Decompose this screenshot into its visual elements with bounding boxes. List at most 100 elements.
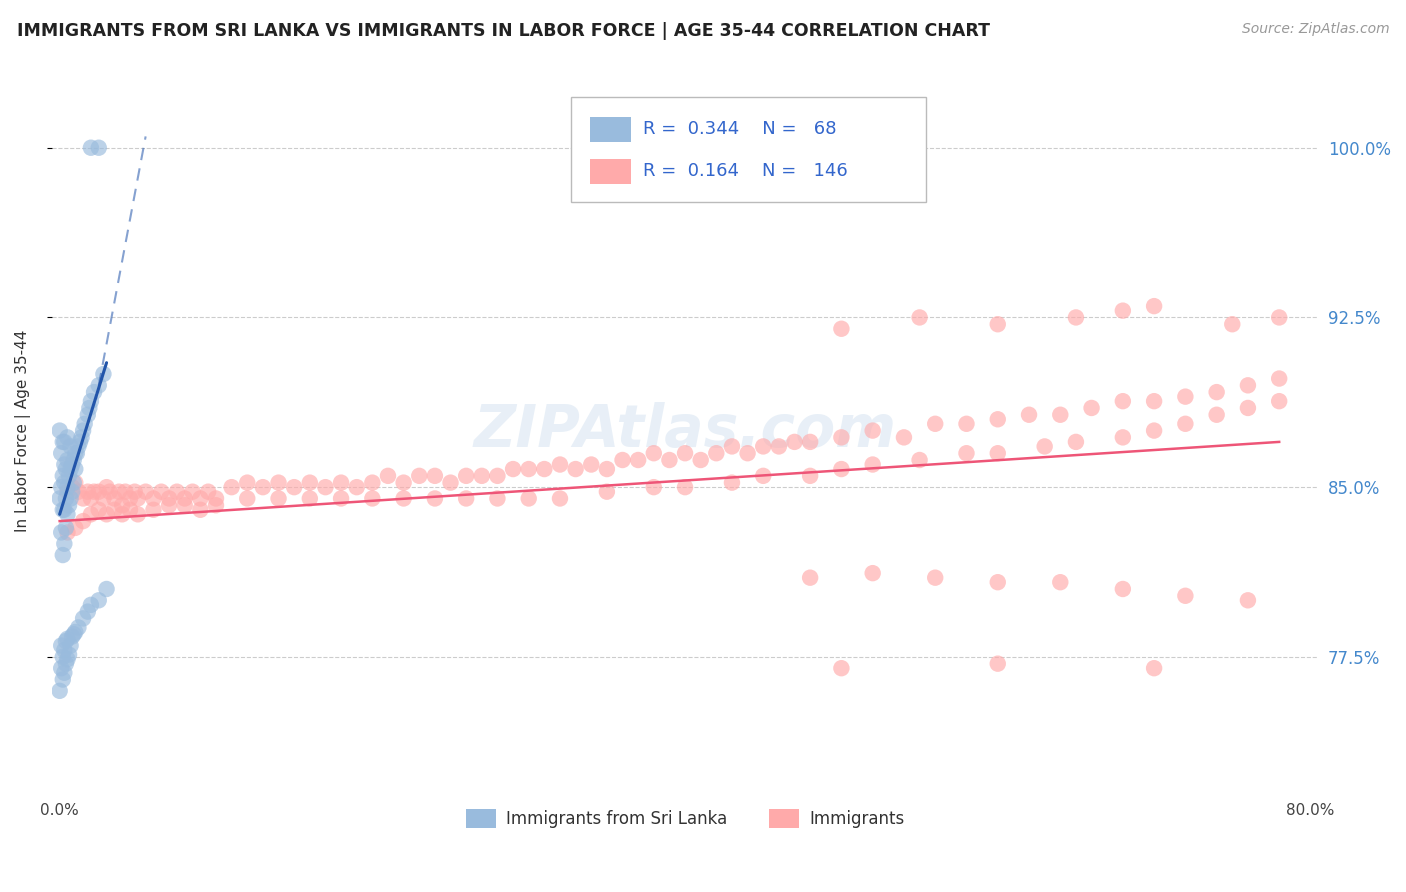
- Point: [124, 484, 146, 499]
- Point: [564, 462, 586, 476]
- Point: [96, 508, 118, 522]
- Point: [52, 649, 75, 664]
- Point: [1143, 394, 1166, 409]
- Point: [1174, 390, 1197, 404]
- Point: [56, 484, 79, 499]
- Point: [752, 468, 775, 483]
- Point: [58, 468, 80, 483]
- Point: [658, 453, 681, 467]
- Point: [65, 462, 87, 476]
- Point: [67, 484, 90, 499]
- Point: [596, 462, 619, 476]
- Point: [1205, 408, 1227, 422]
- Point: [52, 434, 75, 449]
- Point: [56, 508, 79, 522]
- Point: [48, 491, 70, 506]
- Point: [87, 503, 110, 517]
- Point: [987, 412, 1010, 426]
- Point: [862, 566, 884, 581]
- Point: [108, 484, 131, 499]
- Point: [1205, 385, 1227, 400]
- Legend: Immigrants from Sri Lanka, Immigrants: Immigrants from Sri Lanka, Immigrants: [460, 803, 911, 835]
- Point: [908, 453, 931, 467]
- Point: [59, 639, 82, 653]
- Point: [799, 434, 821, 449]
- Point: [1268, 371, 1291, 385]
- Point: [267, 475, 290, 490]
- Point: [267, 491, 290, 506]
- Point: [142, 491, 165, 506]
- Point: [330, 491, 353, 506]
- Point: [752, 439, 775, 453]
- Point: [157, 491, 180, 506]
- Point: [65, 446, 87, 460]
- Point: [53, 458, 76, 472]
- Point: [456, 468, 478, 483]
- Point: [548, 458, 571, 472]
- Point: [98, 484, 121, 499]
- Point: [955, 417, 977, 431]
- Point: [830, 322, 852, 336]
- Point: [673, 480, 696, 494]
- Point: [166, 484, 188, 499]
- Point: [53, 434, 76, 449]
- Point: [1080, 401, 1102, 415]
- Point: [72, 611, 94, 625]
- Point: [60, 458, 83, 472]
- Point: [80, 598, 103, 612]
- Point: [72, 514, 94, 528]
- Point: [76, 408, 98, 422]
- Point: [1112, 303, 1135, 318]
- Point: [1268, 310, 1291, 325]
- Point: [627, 453, 650, 467]
- Point: [236, 491, 259, 506]
- Point: [52, 548, 75, 562]
- Point: [236, 475, 259, 490]
- FancyBboxPatch shape: [591, 159, 631, 184]
- Point: [76, 484, 98, 499]
- Text: R =  0.344    N =   68: R = 0.344 N = 68: [644, 120, 837, 137]
- Point: [52, 673, 75, 687]
- Point: [69, 434, 91, 449]
- Point: [689, 453, 711, 467]
- Point: [83, 385, 105, 400]
- Point: [72, 491, 94, 506]
- Point: [283, 480, 305, 494]
- Point: [55, 634, 77, 648]
- Point: [80, 141, 103, 155]
- Point: [65, 475, 87, 490]
- Point: [56, 525, 79, 540]
- Point: [73, 417, 96, 431]
- Point: [1174, 589, 1197, 603]
- Point: [517, 491, 540, 506]
- Point: [150, 484, 173, 499]
- Point: [80, 394, 103, 409]
- Point: [924, 417, 946, 431]
- Point: [1237, 593, 1260, 607]
- Point: [56, 430, 79, 444]
- Point: [1112, 582, 1135, 596]
- Point: [439, 475, 461, 490]
- Point: [924, 571, 946, 585]
- Point: [48, 424, 70, 438]
- Point: [87, 378, 110, 392]
- Point: [392, 491, 415, 506]
- Point: [80, 491, 103, 506]
- Point: [768, 439, 790, 453]
- Point: [1237, 378, 1260, 392]
- Point: [1143, 424, 1166, 438]
- Point: [830, 661, 852, 675]
- Point: [51, 661, 73, 675]
- Point: [67, 620, 90, 634]
- Point: [783, 434, 806, 449]
- Point: [298, 491, 321, 506]
- Point: [60, 484, 83, 499]
- Point: [581, 458, 603, 472]
- Point: [643, 446, 665, 460]
- Point: [517, 462, 540, 476]
- Point: [55, 491, 77, 506]
- FancyBboxPatch shape: [571, 97, 925, 202]
- Point: [52, 468, 75, 483]
- Point: [1112, 430, 1135, 444]
- Point: [51, 639, 73, 653]
